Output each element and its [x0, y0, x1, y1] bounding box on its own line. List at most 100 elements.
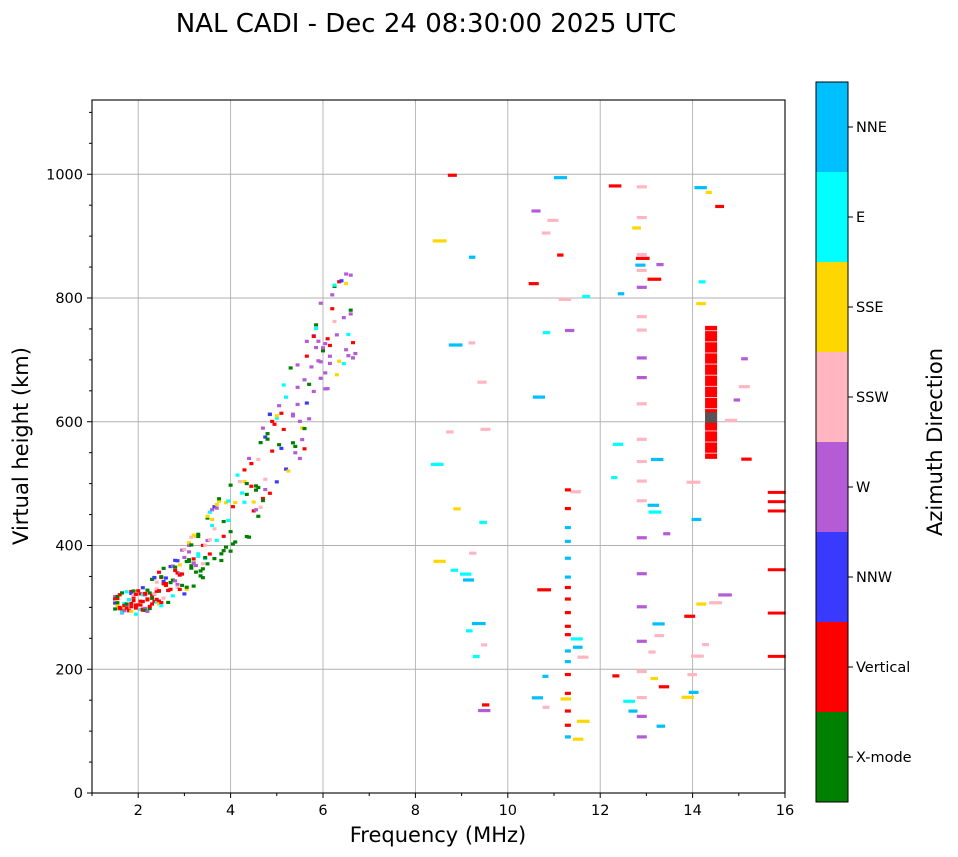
echo-point: [709, 601, 723, 605]
echo-point: [341, 316, 346, 320]
echo-point: [138, 607, 143, 611]
echo-point: [256, 485, 261, 490]
echo-point: [115, 604, 120, 608]
colorbar-label: NNE: [856, 120, 887, 136]
echo-point: [564, 633, 571, 637]
echo-point: [189, 566, 194, 570]
echo-point: [122, 601, 127, 606]
echo-point: [542, 331, 551, 335]
colorbar-segment: [816, 712, 848, 802]
echo-point: [180, 548, 185, 552]
echo-point: [541, 231, 551, 235]
echo-point: [290, 412, 295, 416]
echo-point: [636, 328, 647, 332]
echo-point: [156, 599, 161, 603]
echo-point: [560, 697, 572, 701]
echo-point: [136, 603, 141, 607]
echo-point: [205, 516, 210, 520]
echo-point: [122, 605, 127, 610]
echo-point: [652, 622, 665, 626]
echo-point: [249, 484, 254, 488]
echo-point: [150, 577, 155, 581]
streak-gap: [705, 408, 718, 410]
streak-gap: [705, 441, 718, 443]
y-tick-label: 800: [55, 291, 83, 307]
echo-point: [698, 280, 706, 284]
echo-point: [147, 604, 152, 609]
echo-point: [196, 532, 201, 536]
echo-point: [316, 359, 321, 363]
echo-point: [210, 508, 215, 512]
echo-point: [235, 473, 240, 477]
echo-point: [572, 645, 583, 649]
echo-point: [173, 565, 178, 569]
echo-point: [120, 607, 125, 611]
echo-point: [150, 593, 155, 598]
echo-point: [725, 418, 738, 422]
colorbar-label: X-mode: [856, 750, 912, 766]
echo-point: [270, 419, 275, 424]
echo-point: [214, 538, 219, 542]
echo-point: [277, 404, 282, 408]
echo-point: [564, 506, 571, 511]
echo-point: [138, 592, 143, 596]
echo-point: [295, 385, 300, 389]
echo-point: [636, 479, 647, 483]
echo-point: [468, 255, 476, 259]
echo-point: [214, 502, 219, 507]
echo-point: [623, 699, 636, 703]
echo-point: [564, 488, 571, 492]
echo-point: [327, 361, 332, 366]
echo-point: [200, 562, 205, 566]
echo-point: [636, 459, 647, 464]
echo-point: [129, 601, 134, 606]
echo-point: [468, 341, 476, 345]
echo-point: [636, 315, 647, 319]
echo-point: [177, 587, 182, 592]
echo-point: [274, 416, 279, 420]
echo-point: [219, 558, 224, 563]
echo-point: [564, 649, 571, 653]
echo-point: [254, 508, 259, 512]
echo-point: [344, 272, 349, 276]
echo-point: [200, 543, 205, 547]
echo-point: [184, 587, 189, 591]
echo-point: [200, 576, 205, 580]
echo-point: [152, 576, 157, 580]
echo-point: [152, 592, 157, 596]
echo-point: [582, 294, 591, 299]
echo-point: [767, 490, 786, 494]
echo-point: [351, 341, 356, 345]
echo-point: [138, 599, 143, 603]
echo-point: [318, 376, 323, 380]
colorbar-label: SSE: [856, 300, 884, 316]
echo-point: [189, 564, 194, 568]
echo-point: [564, 624, 571, 628]
colorbar-frame: [815, 81, 849, 803]
echo-point: [113, 601, 118, 605]
echo-point: [180, 572, 185, 576]
echo-point: [608, 184, 622, 188]
echo-point: [205, 562, 210, 566]
echo-point: [334, 373, 339, 377]
echo-point: [163, 576, 168, 580]
echo-point: [126, 608, 131, 612]
echo-point: [256, 457, 261, 461]
echo-point: [632, 226, 641, 230]
echo-point: [126, 598, 131, 602]
echo-point: [200, 567, 205, 571]
echo-point: [154, 597, 159, 601]
echo-point: [175, 582, 180, 587]
echo-point: [254, 488, 259, 492]
echo-point: [177, 563, 182, 567]
echo-point: [161, 596, 166, 600]
echo-point: [325, 387, 330, 391]
echo-point: [650, 676, 659, 681]
echo-point: [131, 589, 136, 593]
echo-point: [244, 481, 249, 486]
echo-point: [304, 401, 309, 405]
echo-point: [184, 559, 189, 564]
echo-point: [553, 176, 567, 180]
echo-point: [323, 342, 328, 346]
